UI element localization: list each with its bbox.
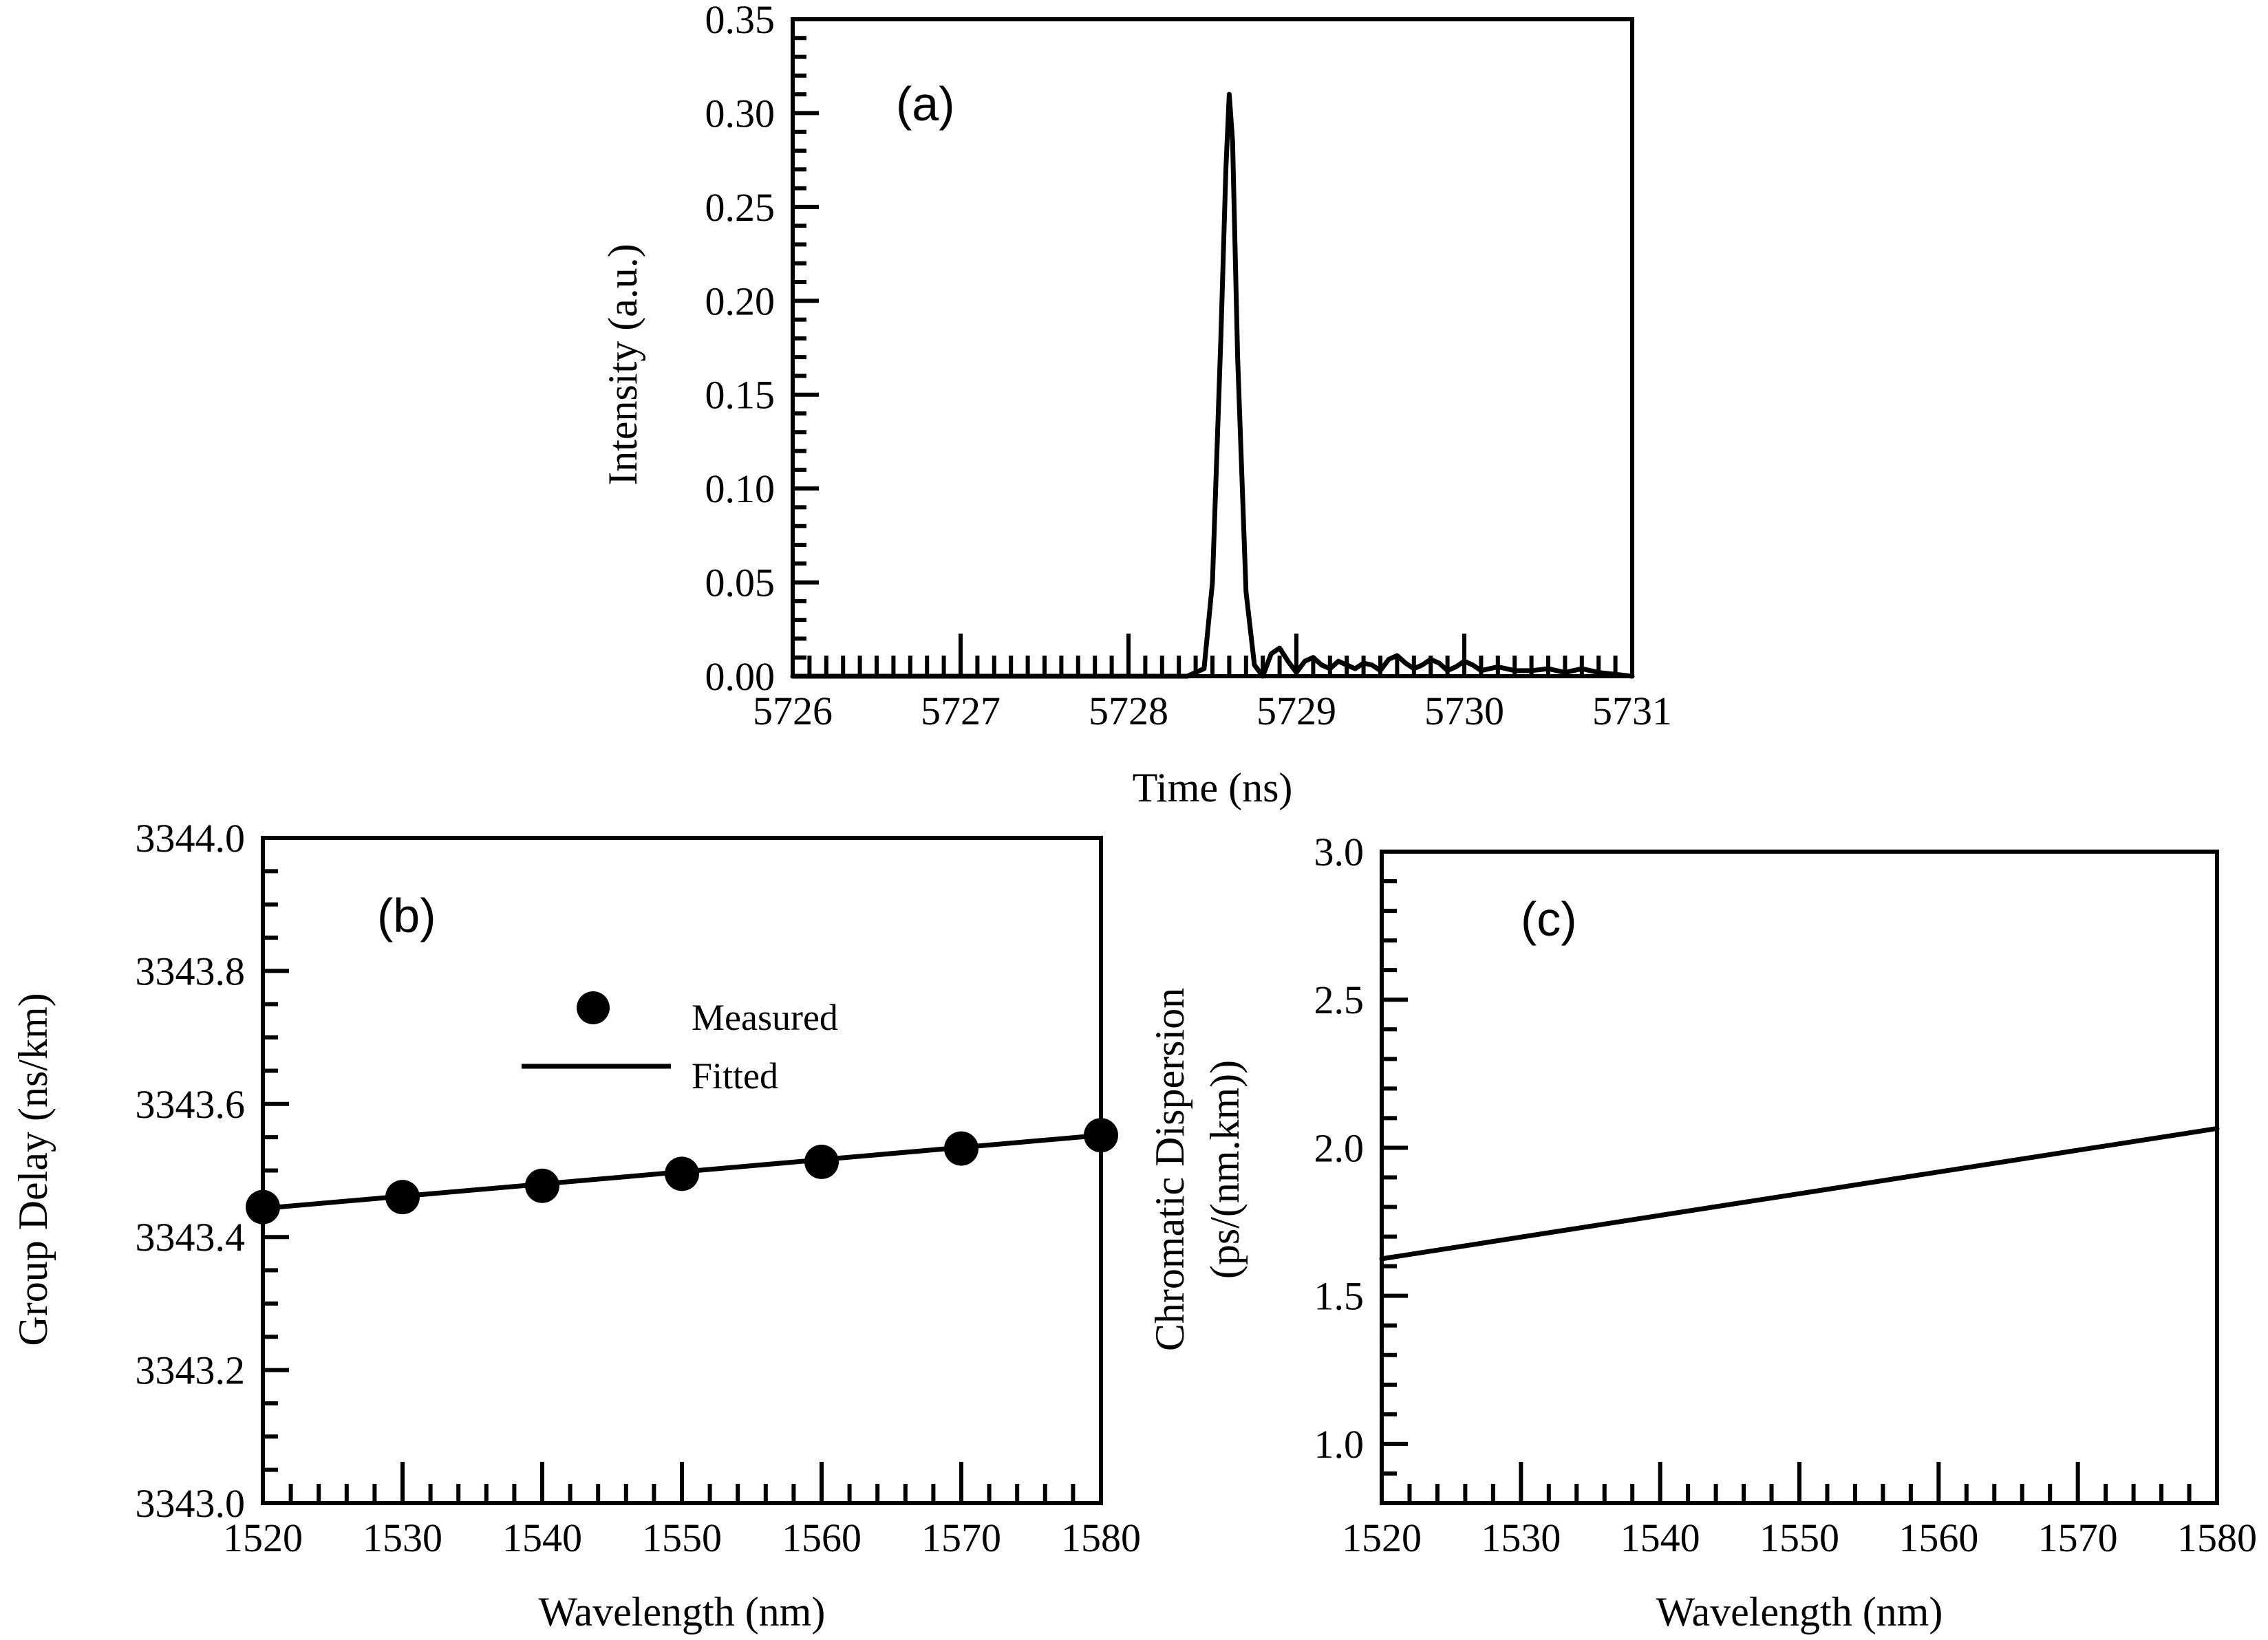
x-tick-label: 1550 (1759, 1515, 1839, 1560)
x-tick-label: 1580 (1061, 1515, 1141, 1560)
y-tick-label: 1.0 (1314, 1422, 1365, 1467)
y-tick-label: 3344.0 (136, 816, 246, 861)
x-tick-label: 5727 (921, 689, 1001, 733)
x-axis-label-a: Time (ns) (1133, 765, 1293, 810)
tick-labels-c: 1520 1530 1540 1550 1560 1570 1580 1.0 1.5 2.0 2.5… (1314, 830, 2258, 1560)
x-tick-label: 5730 (1424, 689, 1504, 733)
series-b (246, 1118, 1118, 1224)
y-tick-label: 0.20 (705, 279, 775, 323)
tick-labels-a: 5726 5727 5728 5729 5730 5731 0.00 0.05 0.10 0.15… (705, 0, 1673, 733)
y-tick-label: 3343.6 (136, 1082, 246, 1127)
x-axis-label-c: Wavelength (nm) (1656, 1589, 1943, 1634)
x-tick-label: 5726 (753, 689, 833, 733)
y-axis-label-c-line1: Chromatic Dispersion (1147, 988, 1192, 1351)
legend-marker-measured (577, 991, 610, 1024)
series-line-dispersion (1379, 1125, 2220, 1262)
y-tick-label: 0.25 (705, 185, 775, 230)
panel-label-a: (a) (896, 77, 955, 131)
x-tick-label: 1540 (502, 1515, 582, 1560)
y-tick-label: 2.5 (1314, 978, 1365, 1022)
panel-c-dispersion-chart: 1520 1530 1540 1550 1560 1570 1580 1.0 1.5 2.0 2.5… (1147, 830, 2257, 1634)
y-tick-label: 3343.2 (136, 1348, 246, 1393)
y-tick-label: 0.30 (705, 91, 775, 136)
panel-b-group-delay-chart: 1520 1530 1540 1550 1560 1570 1580 3343.0 3343.2… (10, 816, 1141, 1634)
plot-frame-c (1380, 850, 2219, 1505)
x-tick-label: 1570 (2038, 1515, 2118, 1560)
y-tick-label: 0.35 (705, 0, 775, 42)
y-tick-label: 0.00 (705, 654, 775, 699)
y-tick-label: 0.10 (705, 466, 775, 511)
x-tick-label: 1520 (1342, 1515, 1422, 1560)
x-tick-label: 1570 (921, 1515, 1001, 1560)
tick-labels-b: 1520 1530 1540 1550 1560 1570 1580 3343.0 3343.2… (136, 816, 1142, 1560)
legend-label-measured: Measured (692, 997, 838, 1038)
x-tick-label: 1520 (223, 1515, 303, 1560)
y-tick-label: 3.0 (1314, 830, 1365, 874)
y-tick-label: 3343.4 (136, 1215, 246, 1260)
x-tick-label: 1560 (782, 1515, 862, 1560)
x-tick-label: 1530 (363, 1515, 442, 1560)
series-a (790, 91, 1635, 679)
series-line-pulse (790, 91, 1635, 679)
x-tick-label: 5731 (1592, 689, 1672, 733)
y-tick-label: 2.0 (1314, 1125, 1365, 1170)
y-axis-label-b: Group Delay (ns/km) (10, 993, 56, 1346)
y-tick-label: 0.15 (705, 373, 775, 418)
axis-ticks-c (1380, 850, 2219, 1505)
legend-b: Measured Fitted (522, 991, 838, 1097)
legend-label-fitted: Fitted (692, 1055, 778, 1097)
y-tick-label: 3343.0 (136, 1481, 246, 1526)
y-axis-label-c-line2: (ps/(nm.km)) (1202, 1060, 1248, 1279)
series-line-fitted (260, 1132, 1104, 1211)
panel-label-b: (b) (377, 889, 436, 942)
x-tick-label: 1550 (642, 1515, 722, 1560)
panel-label-c: (c) (1521, 892, 1577, 946)
y-tick-label: 0.05 (705, 561, 775, 605)
axis-ticks-b (261, 836, 1103, 1505)
x-tick-label: 1530 (1481, 1515, 1561, 1560)
y-tick-label: 1.5 (1314, 1274, 1365, 1319)
x-axis-label-b: Wavelength (nm) (539, 1589, 826, 1634)
x-tick-label: 1580 (2177, 1515, 2257, 1560)
panel-a-intensity-chart: 5726 5727 5728 5729 5730 5731 0.00 0.05 0.10 0.15… (600, 0, 1672, 810)
x-tick-label: 1560 (1898, 1515, 1978, 1560)
y-tick-label: 3343.8 (136, 949, 246, 993)
x-tick-label: 1540 (1620, 1515, 1700, 1560)
series-c (1379, 1125, 2220, 1262)
x-tick-label: 5729 (1256, 689, 1336, 733)
x-tick-label: 5728 (1089, 689, 1168, 733)
y-axis-label-a: Intensity (a.u.) (600, 244, 645, 486)
